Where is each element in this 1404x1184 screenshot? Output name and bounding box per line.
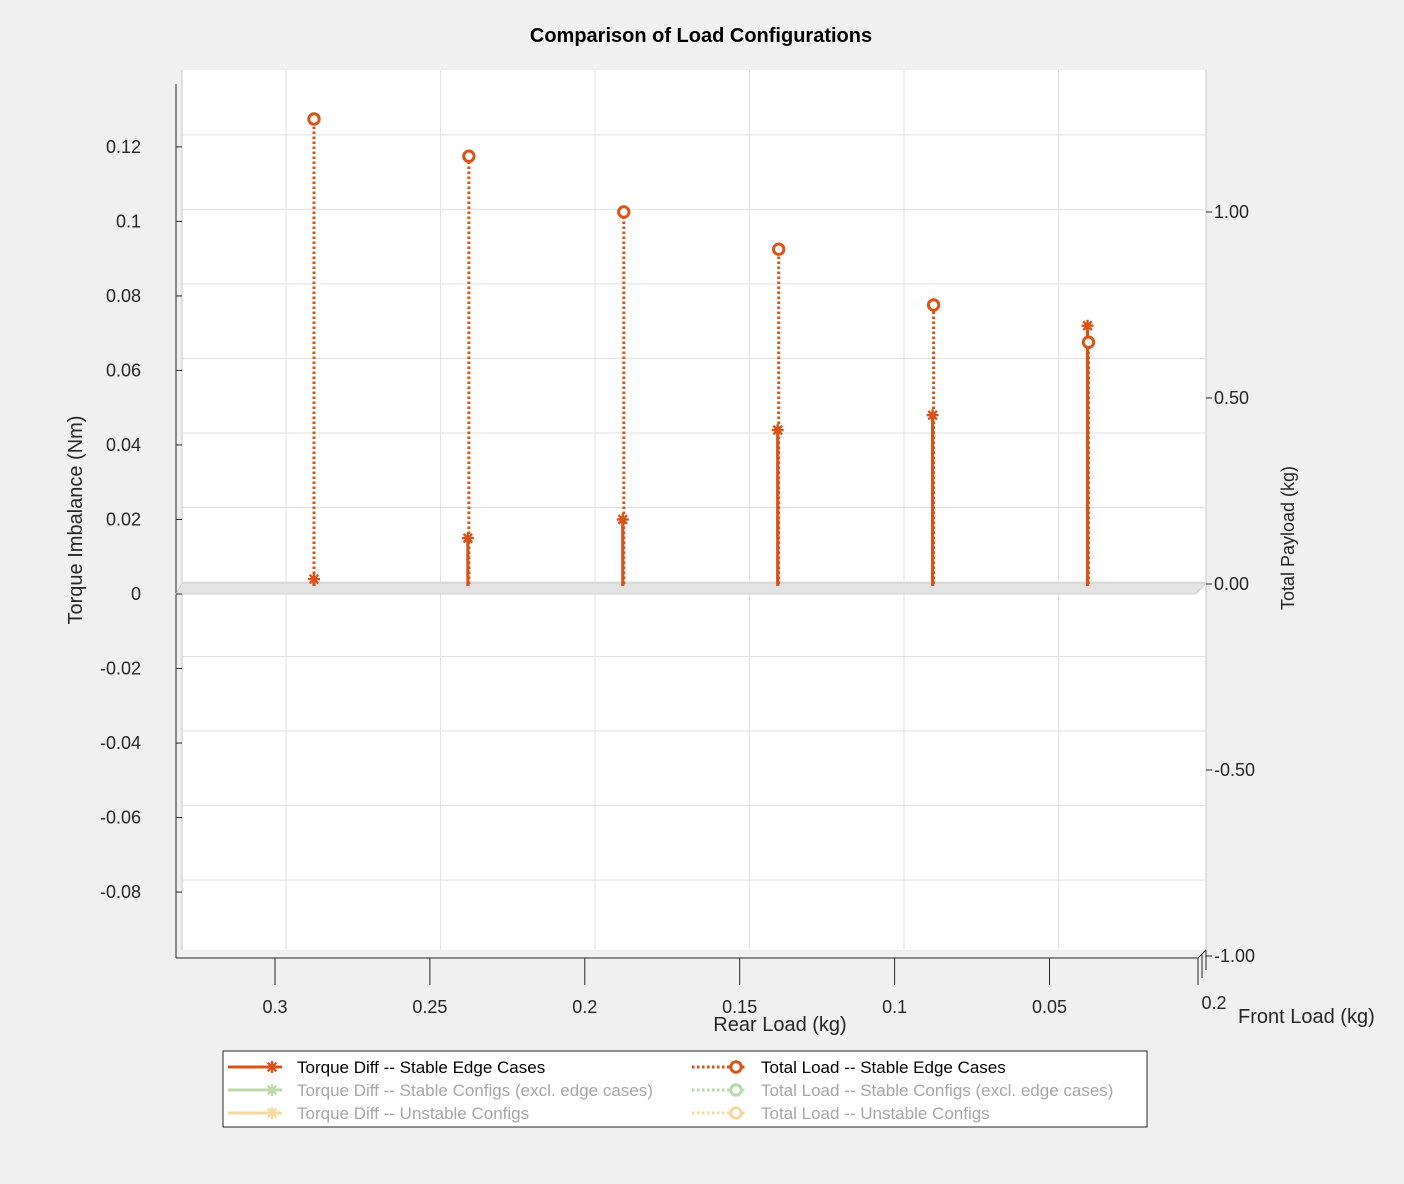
legend-circle-marker	[729, 1083, 743, 1097]
left-tick-label: 0.1	[116, 211, 141, 231]
left-ticks-layer: 0.12 0.1 0.08 0.06 0.04 0.02 0 -0.02 -0.04 -0.06 -…	[100, 137, 182, 902]
left-tick-label: 0.02	[106, 509, 141, 529]
legend-label: Torque Diff -- Unstable Configs	[297, 1104, 529, 1123]
x-tick-label: 0.1	[882, 997, 907, 1017]
left-tick-label: 0.12	[106, 137, 141, 157]
torque-diff-marker	[771, 424, 784, 437]
total-load-marker	[926, 298, 941, 312]
depth-axis-label: Front Load (kg)	[1238, 1006, 1375, 1028]
left-tick-label: 0.08	[106, 286, 141, 306]
left-tick-label: -0.02	[100, 659, 141, 679]
torque-diff-marker	[1081, 319, 1094, 332]
left-tick-label: -0.08	[100, 882, 141, 902]
right-tick-label: -1.00	[1214, 946, 1255, 966]
legend-asterisk-marker	[266, 1061, 278, 1073]
legend-box	[222, 1050, 1148, 1128]
torque-diff-marker	[461, 532, 474, 545]
x-axis-label: Rear Load (kg)	[713, 1014, 846, 1036]
legend-entry[interactable]: Torque Diff -- Unstable Configs	[228, 1104, 529, 1123]
x-ticks-layer: 0.3 0.25 0.2 0.15 0.1 0.05	[262, 958, 1067, 1017]
legend-asterisk-marker	[266, 1107, 278, 1119]
torque-diff-marker	[308, 573, 320, 586]
legend-entry[interactable]: Total Load -- Stable Configs (excl. edge…	[692, 1081, 1113, 1100]
depth-tick-label: 0.2	[1201, 993, 1226, 1013]
legend-label: Torque Diff -- Stable Edge Cases	[297, 1058, 545, 1077]
legend-entry[interactable]: Torque Diff -- Stable Edge Cases	[228, 1058, 545, 1077]
total-load-marker	[307, 112, 321, 126]
stems-layer	[307, 112, 1096, 586]
legend-label: Total Load -- Unstable Configs	[761, 1104, 990, 1123]
total-load-marker	[772, 242, 786, 256]
right-tick-label: 1.00	[1214, 202, 1249, 222]
legend-label: Total Load -- Stable Edge Cases	[761, 1058, 1006, 1077]
legend-entry[interactable]: Total Load -- Unstable Configs	[692, 1104, 990, 1123]
total-load-marker	[462, 149, 476, 163]
x-tick-label: 0.3	[262, 997, 287, 1017]
torque-diff-marker	[616, 513, 629, 526]
x-tick-label: 0.2	[572, 997, 597, 1017]
x-tick-label: 0.25	[412, 997, 447, 1017]
x-tick-label: 0.05	[1032, 997, 1067, 1017]
legend: Torque Diff -- Stable Edge Cases Total Lo…	[222, 1050, 1148, 1128]
legend-circle-marker	[729, 1106, 743, 1120]
legend-label: Torque Diff -- Stable Configs (excl. edg…	[297, 1081, 653, 1100]
left-tick-label: 0.04	[106, 435, 141, 455]
left-tick-label: 0	[131, 584, 141, 604]
legend-entry[interactable]: Total Load -- Stable Edge Cases	[692, 1058, 1006, 1077]
left-tick-label: -0.04	[100, 733, 141, 753]
right-tick-label: 0.50	[1214, 388, 1249, 408]
legend-asterisk-marker	[266, 1084, 278, 1096]
right-tick-label: 0.00	[1214, 574, 1249, 594]
plot-background	[182, 70, 1206, 950]
total-load-marker	[617, 205, 631, 219]
right-ticks-layer: 1.00 0.50 0.00 -0.50 -1.00	[1206, 202, 1255, 966]
grid-layer	[182, 70, 1206, 950]
left-tick-label: 0.06	[106, 360, 141, 380]
left-tick-label: -0.06	[100, 808, 141, 828]
legend-label: Total Load -- Stable Configs (excl. edge…	[761, 1081, 1113, 1100]
chart-title: Comparison of Load Configurations	[530, 25, 872, 47]
total-load-marker	[1081, 335, 1096, 349]
legend-entry[interactable]: Torque Diff -- Stable Configs (excl. edg…	[228, 1081, 653, 1100]
right-axis-label: Total Payload (kg)	[1278, 466, 1298, 610]
right-tick-label: -0.50	[1214, 760, 1255, 780]
torque-diff-marker	[926, 409, 939, 422]
left-axis-label: Torque Imbalance (Nm)	[65, 416, 87, 625]
legend-circle-marker	[729, 1060, 743, 1074]
zero-plane	[175, 582, 1208, 595]
x-tick-label: 0.15	[722, 997, 757, 1017]
